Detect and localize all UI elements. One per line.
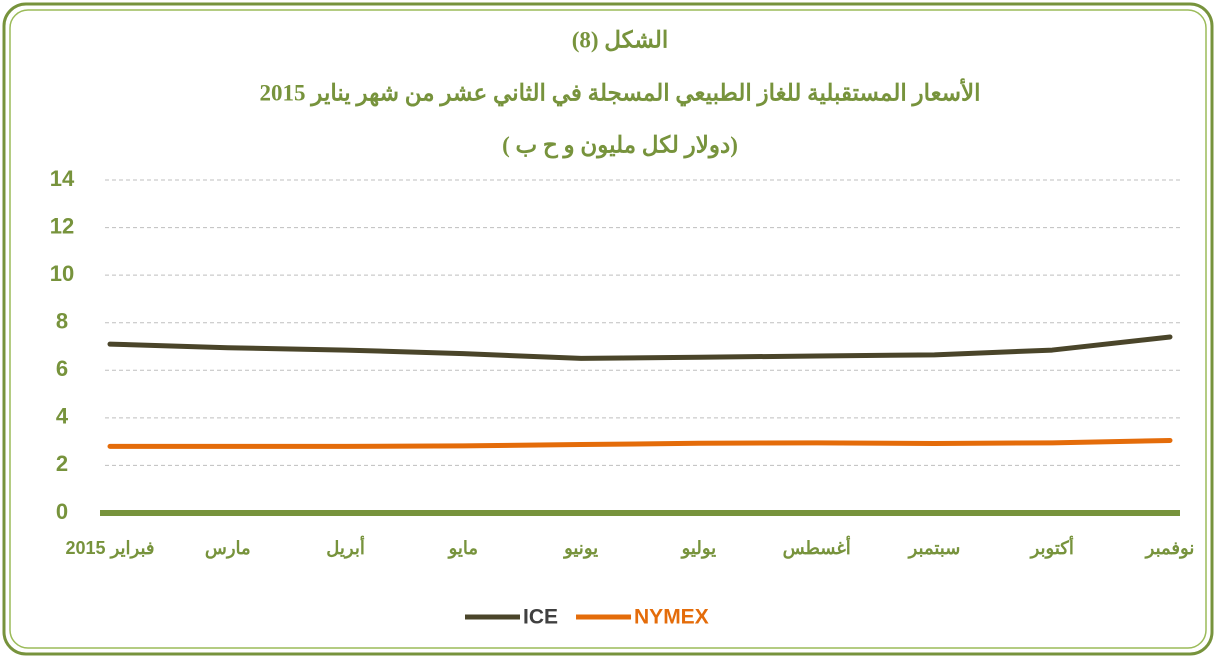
y-tick-label: 12 [50,213,74,238]
line-series [107,437,1173,449]
x-tick-label: أبريل [326,538,365,558]
y-tick-label: 8 [56,309,68,334]
y-tick-label: 10 [50,261,74,286]
x-tick-label: مايو [448,538,479,558]
x-tick-label: مارس [204,538,251,558]
legend-label: NYMEX [634,606,709,629]
line-series [107,334,1173,361]
y-tick-label: 0 [56,499,68,524]
x-tick-label: يوليو [681,538,717,558]
x-tick-label: أغسطس [782,538,851,558]
y-tick-label: 4 [56,404,69,429]
chart-subtitle: الأسعار المستقبلية للغاز الطبيعي المسجلة… [260,77,981,107]
y-tick-label: 2 [56,451,68,476]
chart-title: الشكل (8) [572,27,669,52]
x-tick-label: سبتمبر [908,538,961,558]
y-tick-label: 14 [50,166,75,191]
unit-label: (دولار لكل مليون و ح ب ) [502,132,738,159]
x-tick-label: أكتوبر [1030,538,1074,558]
x-tick-label: نوفمبر [1145,538,1195,558]
y-tick-label: 6 [56,356,68,381]
x-tick-label: فبراير 2015 [65,538,155,558]
x-tick-label: يونيو [564,538,599,558]
frame-inner [9,9,1207,649]
legend-label: ICE [523,606,558,629]
